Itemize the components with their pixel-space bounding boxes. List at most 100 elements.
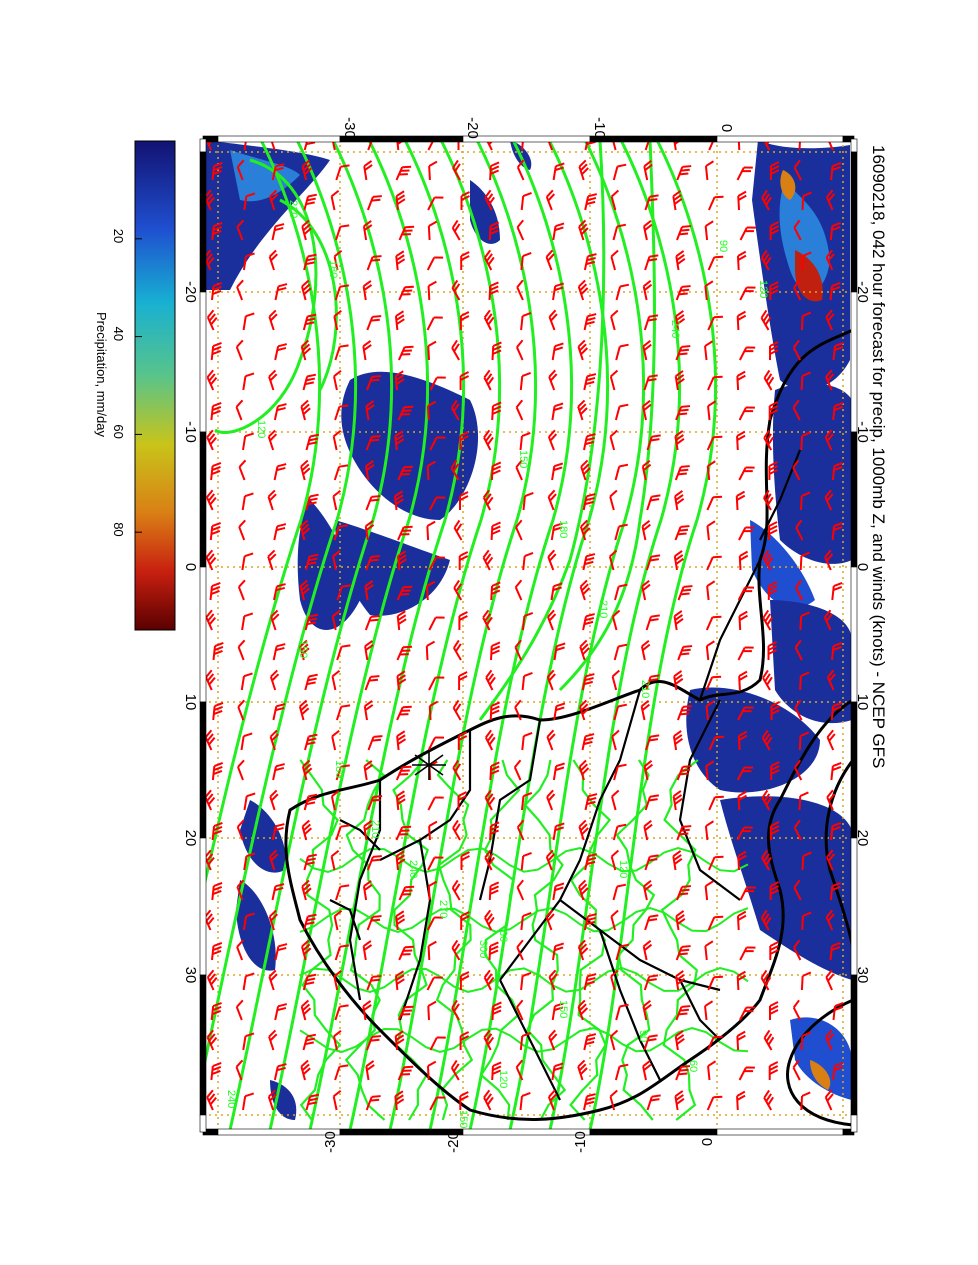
wind-barb xyxy=(829,221,841,241)
wind-barb xyxy=(763,489,774,511)
contour-label: 150 xyxy=(557,1000,569,1018)
wind-barb xyxy=(429,1036,446,1051)
wind-barb xyxy=(335,224,350,241)
wind-barb xyxy=(242,1092,255,1111)
wind-barb xyxy=(268,369,278,391)
wind-barb xyxy=(830,161,842,181)
wind-barb xyxy=(519,431,531,451)
wind-barb xyxy=(794,579,804,601)
wind-barb xyxy=(428,556,445,571)
wind-barb xyxy=(736,1030,746,1051)
wind-barb xyxy=(520,971,532,991)
wind-barb xyxy=(429,376,446,391)
precip-area-coast xyxy=(770,600,852,724)
wind-barb xyxy=(611,789,620,811)
wind-barb xyxy=(676,225,692,241)
axis-bar-segment xyxy=(850,151,858,293)
wind-barb xyxy=(708,735,725,751)
wind-barb xyxy=(552,222,565,241)
wind-barb xyxy=(736,310,747,331)
wind-barb xyxy=(801,251,812,271)
wind-barb xyxy=(516,819,525,841)
wind-barb xyxy=(335,824,350,841)
wind-barb xyxy=(204,789,216,811)
wind-barb xyxy=(769,221,780,240)
wind-barb xyxy=(800,1091,811,1111)
wind-barb xyxy=(825,849,835,871)
wind-barb xyxy=(243,852,256,871)
wind-barb xyxy=(707,915,724,931)
wind-barb xyxy=(334,284,350,301)
wind-barb xyxy=(672,850,683,871)
wind-barb xyxy=(397,1005,414,1021)
wind-barb xyxy=(799,611,810,631)
height-contour xyxy=(478,139,606,721)
axis-bar-segment xyxy=(850,701,858,839)
wind-barb xyxy=(515,1059,524,1081)
wind-barb xyxy=(489,161,500,181)
wind-barb xyxy=(366,1035,382,1051)
wind-barb xyxy=(394,430,405,451)
wind-barb xyxy=(801,911,812,931)
border xyxy=(678,699,741,901)
axis-bar-segment xyxy=(462,135,591,143)
wind-barb xyxy=(736,250,747,271)
wind-barb xyxy=(489,821,500,841)
axis-bar-segment xyxy=(462,1128,591,1136)
wind-barb xyxy=(488,881,500,901)
wind-barb xyxy=(643,974,659,991)
wind-barb xyxy=(459,971,470,990)
wind-barb xyxy=(298,699,310,721)
colorbar: 20 40 60 80 Precipitation, mm/day xyxy=(94,140,176,631)
wind-barb xyxy=(577,939,589,961)
height-contour-land xyxy=(299,1026,749,1054)
wind-barb xyxy=(609,1089,618,1111)
wind-barb xyxy=(211,281,223,301)
wind-barb xyxy=(762,669,773,691)
wind-barb xyxy=(615,1003,629,1021)
wind-barb xyxy=(672,730,684,751)
wind-barb xyxy=(675,1065,691,1081)
wind-barb xyxy=(614,523,628,541)
wind-barb xyxy=(584,193,598,211)
wind-barb xyxy=(363,820,373,841)
wind-barb xyxy=(645,554,661,571)
border xyxy=(698,559,761,701)
wind-barb xyxy=(485,669,496,691)
wind-barb xyxy=(737,790,748,811)
wind-barb xyxy=(548,309,558,331)
height-contour-land xyxy=(435,759,474,1121)
wind-barb xyxy=(243,139,248,151)
wind-barb xyxy=(644,914,659,931)
wind-barb xyxy=(483,1089,494,1111)
wind-barb xyxy=(237,759,245,781)
wind-barb xyxy=(545,189,555,211)
border xyxy=(679,979,721,1041)
wind-barb xyxy=(830,701,842,721)
wind-barb xyxy=(674,1030,685,1051)
wind-barb xyxy=(205,549,217,571)
wind-barb xyxy=(362,220,373,241)
wind-barb xyxy=(577,279,589,301)
wind-barb xyxy=(675,345,691,361)
wind-barb xyxy=(212,701,224,721)
contour-label: 60 xyxy=(687,1060,699,1072)
wind-barb xyxy=(269,789,279,811)
wind-barb xyxy=(206,309,218,331)
wind-barb xyxy=(334,344,349,361)
wind-barb xyxy=(427,736,445,751)
wind-barb xyxy=(706,435,723,451)
wind-barb xyxy=(303,913,317,931)
wind-barb xyxy=(333,969,342,991)
left-tick-label: 10 xyxy=(182,694,199,711)
wind-barb xyxy=(365,555,381,571)
map-panel: 1201501802102402703001501802102102409012… xyxy=(182,117,871,1153)
wind-barb xyxy=(829,281,841,301)
wind-barb xyxy=(738,1066,755,1081)
wind-barb xyxy=(267,1089,278,1111)
coastline-africa xyxy=(284,328,854,1121)
wind-barb xyxy=(515,999,524,1021)
wind-barb xyxy=(763,1089,774,1111)
wind-barb xyxy=(205,609,217,631)
wind-barb xyxy=(643,1034,658,1051)
